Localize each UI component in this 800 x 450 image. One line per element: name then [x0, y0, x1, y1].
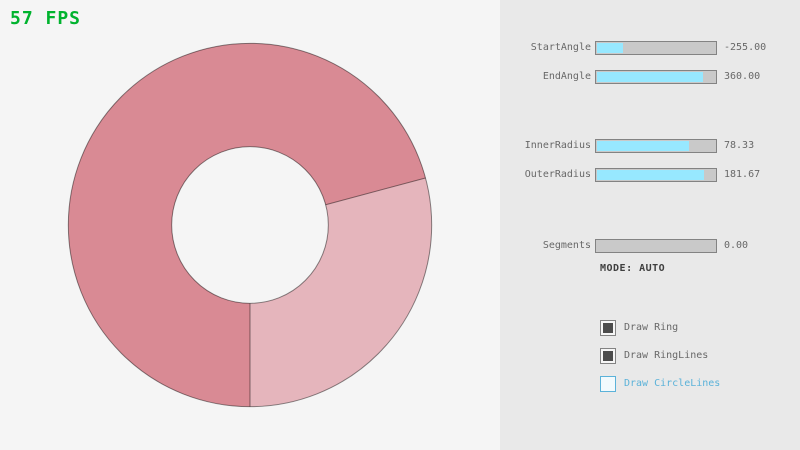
segments-sliderbar[interactable] — [595, 239, 717, 253]
checkmark — [603, 323, 613, 333]
outerradius-value: 181.67 — [724, 169, 761, 180]
draw-circlelines-label: Draw CircleLines — [624, 378, 721, 389]
endangle-sliderbar[interactable] — [595, 70, 717, 84]
ring-outer-outline — [67, 42, 433, 408]
innerradius-slider-fill — [597, 141, 690, 151]
slider-row-segments: Segments 0.00 — [500, 239, 800, 253]
draw-ringlines-checkbox[interactable] — [600, 348, 616, 364]
ring-overlap-fill — [68, 43, 426, 407]
slider-row-outerradius: OuterRadius 181.67 — [500, 168, 800, 182]
slider-row-endangle: EndAngle 360.00 — [500, 70, 800, 84]
ring-start-angle-line — [325, 177, 426, 206]
outerradius-slider-fill — [597, 170, 705, 180]
fps-counter: 57 FPS — [10, 8, 82, 29]
segments-label: Segments — [542, 240, 591, 251]
draw-ring-label: Draw Ring — [624, 322, 679, 333]
segments-mode-text: MODE: AUTO — [600, 263, 666, 274]
controls-panel: StartAngle -255.00 EndAngle 360.00 Inner… — [500, 0, 800, 450]
outerradius-label: OuterRadius — [524, 169, 591, 180]
draw-circlelines-checkbox[interactable] — [600, 376, 616, 392]
checkbox-row-draw-circlelines: Draw CircleLines — [500, 376, 800, 392]
startangle-label: StartAngle — [530, 42, 591, 53]
outerradius-sliderbar[interactable] — [595, 168, 717, 182]
draw-ring-checkbox[interactable] — [600, 320, 616, 336]
startangle-slider-fill — [597, 43, 623, 53]
innerradius-value: 78.33 — [724, 140, 755, 151]
innerradius-label: InnerRadius — [524, 140, 591, 151]
ring-inner-outline — [171, 146, 329, 304]
startangle-value: -255.00 — [724, 42, 767, 53]
innerradius-sliderbar[interactable] — [595, 139, 717, 153]
endangle-label: EndAngle — [542, 71, 591, 82]
segments-value: 0.00 — [724, 240, 749, 251]
checkbox-row-draw-ring: Draw Ring — [500, 320, 800, 336]
render-canvas: 57 FPS — [10, 8, 433, 408]
slider-row-startangle: StartAngle -255.00 — [500, 41, 800, 55]
checkbox-row-draw-ringlines: Draw RingLines — [500, 348, 800, 364]
endangle-value: 360.00 — [724, 71, 761, 82]
endangle-slider-fill — [597, 72, 704, 82]
slider-row-innerradius: InnerRadius 78.33 — [500, 139, 800, 153]
startangle-sliderbar[interactable] — [595, 41, 717, 55]
ring-figure — [67, 42, 433, 408]
checkmark — [603, 351, 613, 361]
draw-ringlines-label: Draw RingLines — [624, 350, 709, 361]
